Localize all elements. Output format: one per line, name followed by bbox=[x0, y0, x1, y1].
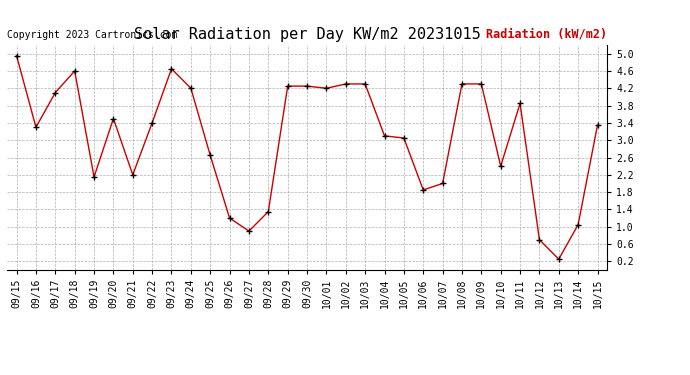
Text: Copyright 2023 Cartronics.com: Copyright 2023 Cartronics.com bbox=[7, 30, 177, 40]
Text: Radiation (kW/m2): Radiation (kW/m2) bbox=[486, 27, 607, 40]
Title: Solar Radiation per Day KW/m2 20231015: Solar Radiation per Day KW/m2 20231015 bbox=[134, 27, 480, 42]
